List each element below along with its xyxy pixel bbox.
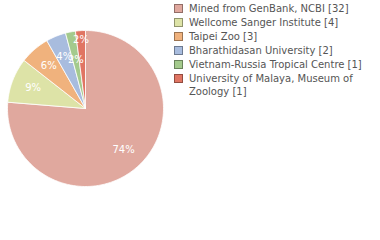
html-text:Taipei Zoo [3]: Taipei Zoo [3]	[189, 31, 258, 42]
svg-text:4%: 4%	[56, 50, 73, 62]
svg-text:9%: 9%	[25, 82, 41, 93]
svg-text:74%: 74%	[112, 144, 134, 155]
svg-text:6%: 6%	[41, 60, 57, 71]
svg-text:2%: 2%	[73, 34, 89, 45]
html-text:Vietnam-Russia Tropical Centre: Vietnam-Russia Tropical Centre [1]	[189, 59, 362, 70]
html-text:Mined from GenBank, NCBI [32]: Mined from GenBank, NCBI [32]	[189, 3, 349, 14]
svg-text:2%: 2%	[68, 54, 84, 65]
html-text:Bharathidasan University [2]: Bharathidasan University [2]	[189, 45, 333, 56]
html-text:Wellcome Sanger Institute [4]: Wellcome Sanger Institute [4]	[189, 17, 339, 28]
html-text:University of Malaya, Museum o: University of Malaya, Museum of Zoology …	[189, 73, 353, 97]
